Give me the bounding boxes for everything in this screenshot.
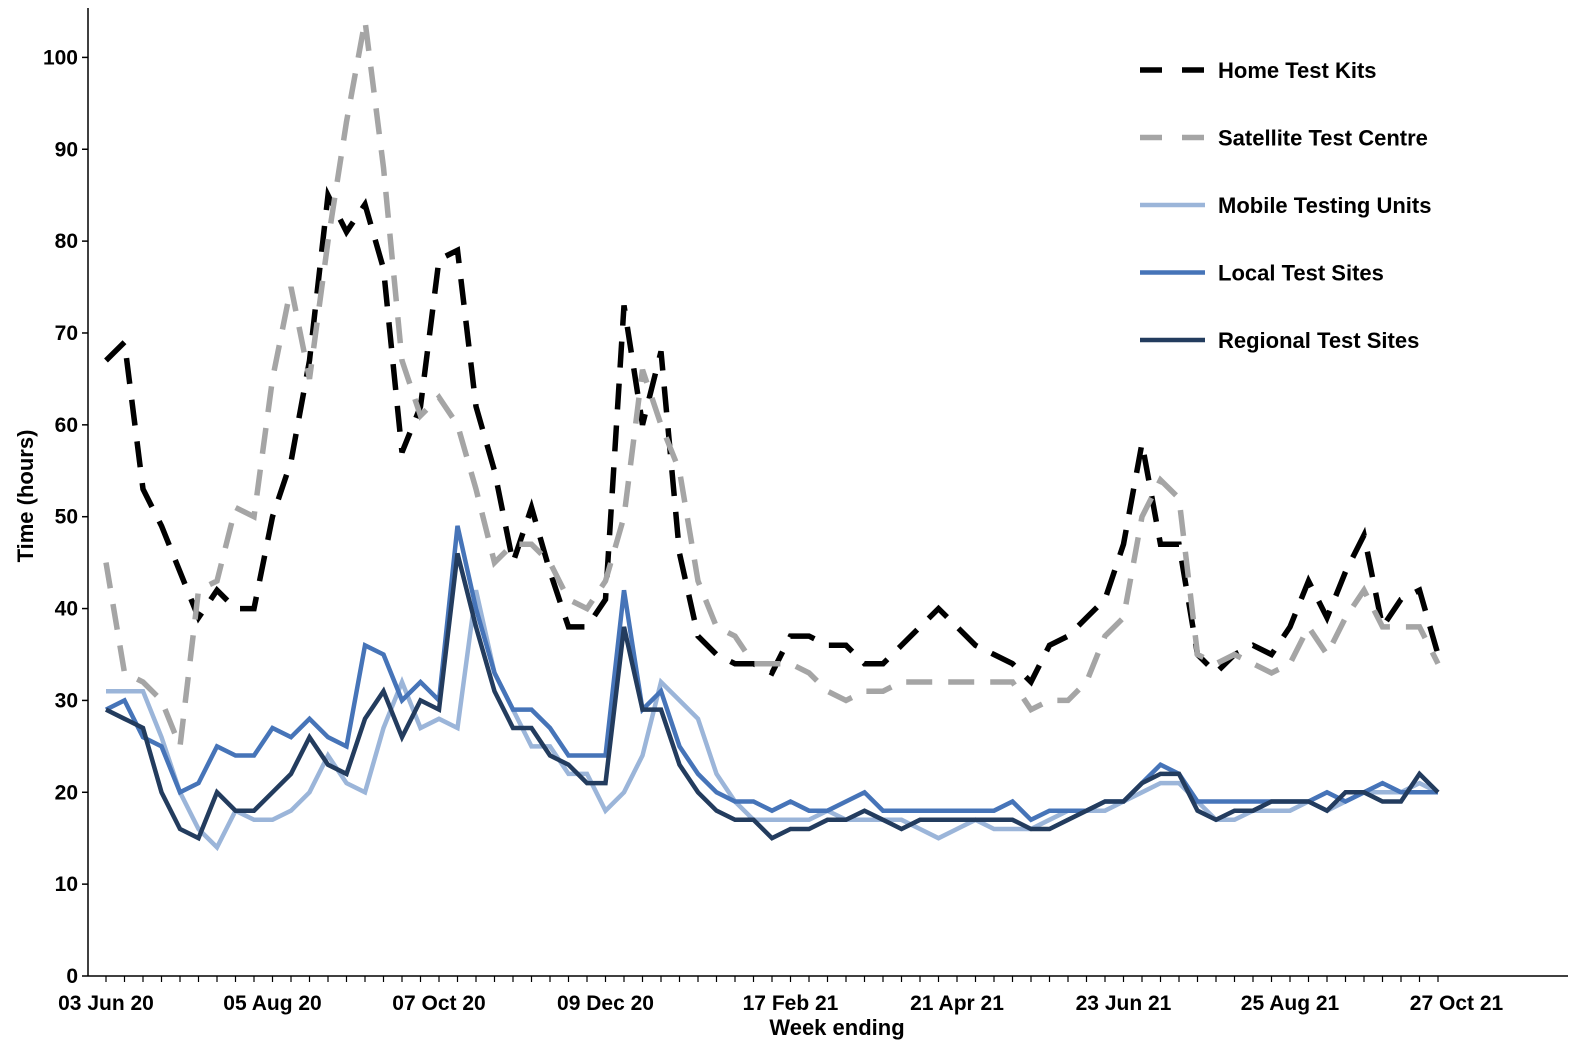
x-tick-label: 21 Apr 21: [910, 992, 1004, 1015]
y-tick-label: 70: [55, 322, 78, 345]
legend: Home Test Kits Satellite Test Centre Mobil…: [1140, 58, 1431, 353]
y-tick-label: 100: [43, 46, 78, 69]
x-tick-label: 09 Dec 20: [557, 992, 654, 1015]
series-lines: [103, 20, 1441, 852]
y-tick-label: 0: [66, 965, 78, 988]
y-tick-label: 10: [55, 873, 78, 896]
series-line-5: [104, 552, 1440, 842]
x-tick-label: 05 Aug 20: [223, 992, 321, 1015]
axes: [87, 8, 1568, 977]
y-tick-label: 50: [55, 506, 78, 529]
y-tick-label: 60: [55, 414, 78, 437]
x-tick-label: 03 Jun 20: [58, 992, 154, 1015]
series-line-1: [104, 185, 1441, 687]
legend-label: Satellite Test Centre: [1218, 126, 1428, 151]
y-tick-label: 20: [55, 781, 78, 804]
x-tick-label: 27 Oct 21: [1410, 992, 1504, 1015]
y-tick-label: 90: [55, 138, 78, 161]
x-axis-title: Week ending: [769, 1015, 904, 1040]
legend-label: Mobile Testing Units: [1218, 193, 1431, 218]
legend-label: Home Test Kits: [1218, 58, 1377, 83]
y-axis-title: Time (hours): [13, 430, 38, 563]
tick-marks: 0 10 20 30 40 50 60 70 80 90 100 03 Jun 20 05 Aug 20…: [43, 46, 1504, 1015]
x-tick-label: 23 Jun 21: [1076, 992, 1172, 1015]
series-line-4: [104, 525, 1438, 823]
y-tick-label: 80: [55, 230, 78, 253]
x-tick-label: 25 Aug 21: [1241, 992, 1340, 1015]
series-line-2: [103, 20, 1441, 748]
y-tick-label: 40: [55, 598, 78, 621]
legend-label: Local Test Sites: [1218, 261, 1384, 286]
x-tick-label: 17 Feb 21: [743, 992, 839, 1015]
x-tick-label: 07 Oct 20: [392, 992, 485, 1015]
y-tick-label: 30: [55, 689, 78, 712]
legend-label: Regional Test Sites: [1218, 328, 1419, 353]
